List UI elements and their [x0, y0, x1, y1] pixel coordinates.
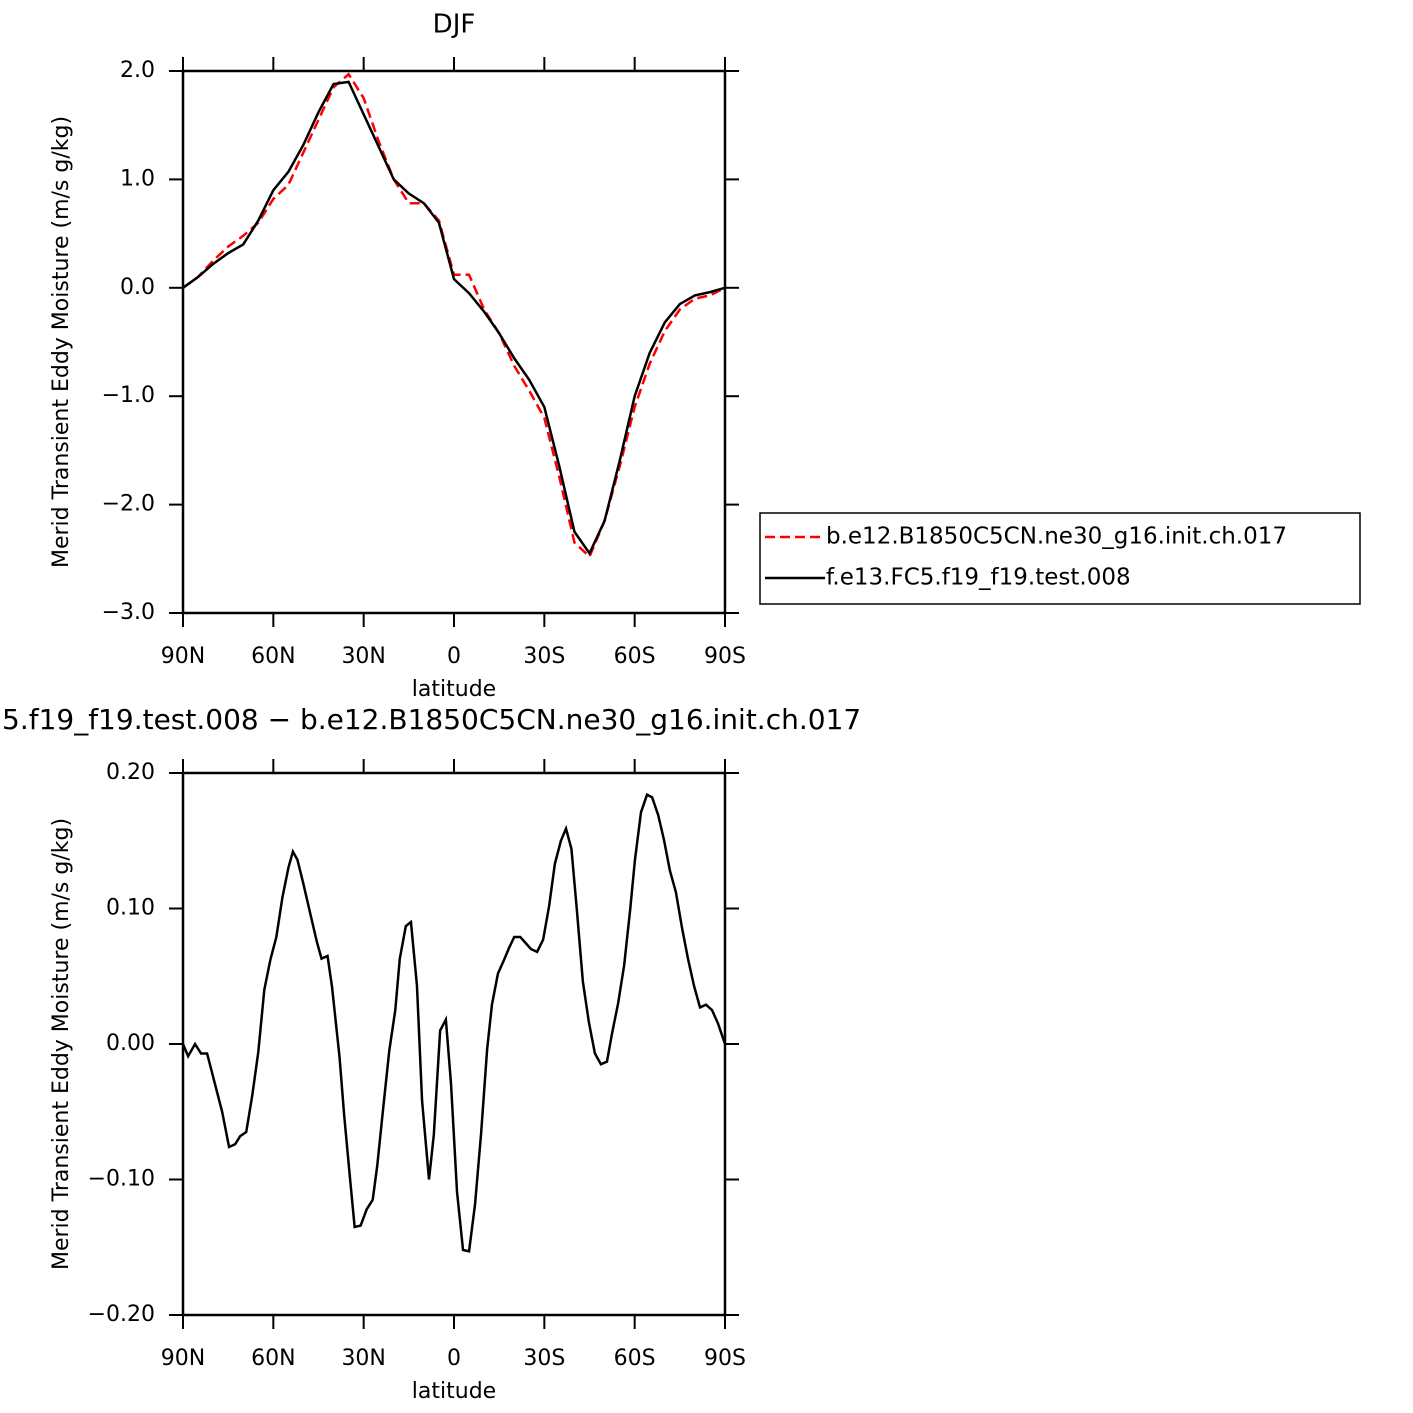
- y-tick-label: 1.0: [120, 166, 155, 191]
- y-tick-label: −1.0: [102, 383, 155, 408]
- legend-box: [759, 512, 1361, 605]
- y-tick-label: −0.20: [88, 1302, 155, 1327]
- x-tick-label: 90S: [704, 1346, 746, 1371]
- y-tick-label: 0.20: [106, 760, 155, 785]
- x-tick-label: 0: [447, 1346, 461, 1371]
- x-tick-label: 90N: [161, 644, 205, 669]
- plot-frame: [181, 771, 727, 1317]
- plot-frame: [181, 69, 727, 615]
- legend-label: f.e13.FC5.f19_f19.test.008: [826, 565, 1131, 591]
- x-tick-label: 60N: [251, 1346, 295, 1371]
- x-tick-label: 60S: [614, 1346, 656, 1371]
- chart-title: 5.f19_f19.test.008 − b.e12.B1850C5CN.ne3…: [2, 703, 861, 736]
- y-tick-label: −0.10: [88, 1167, 155, 1192]
- data-line: [181, 792, 727, 1253]
- x-tick-label: 30S: [523, 1346, 565, 1371]
- y-tick-label: 0.10: [106, 896, 155, 921]
- y-tick-label: 2.0: [120, 58, 155, 83]
- x-tick-label: 30N: [341, 644, 385, 669]
- data-line: [182, 80, 726, 556]
- x-tick-label: 90S: [704, 644, 746, 669]
- y-axis-label: Merid Transient Eddy Moisture (m/s g/kg): [49, 116, 74, 568]
- x-tick-label: 30N: [341, 1346, 385, 1371]
- y-tick-label: −3.0: [102, 600, 155, 625]
- x-axis-label: latitude: [412, 677, 496, 702]
- x-tick-label: 60N: [251, 644, 295, 669]
- legend-label: b.e12.B1850C5CN.ne30_g16.init.ch.017: [826, 524, 1287, 550]
- x-tick-label: 60S: [614, 644, 656, 669]
- x-axis-label: latitude: [412, 1379, 496, 1404]
- x-tick-label: 0: [447, 644, 461, 669]
- chart-title: DJF: [433, 10, 476, 40]
- x-tick-label: 90N: [161, 1346, 205, 1371]
- y-axis-label: Merid Transient Eddy Moisture (m/s g/kg): [49, 818, 74, 1270]
- y-tick-label: −2.0: [102, 492, 155, 517]
- y-tick-label: 0.0: [120, 275, 155, 300]
- data-line: [182, 72, 726, 559]
- y-tick-label: 0.00: [106, 1031, 155, 1056]
- x-tick-label: 30S: [523, 644, 565, 669]
